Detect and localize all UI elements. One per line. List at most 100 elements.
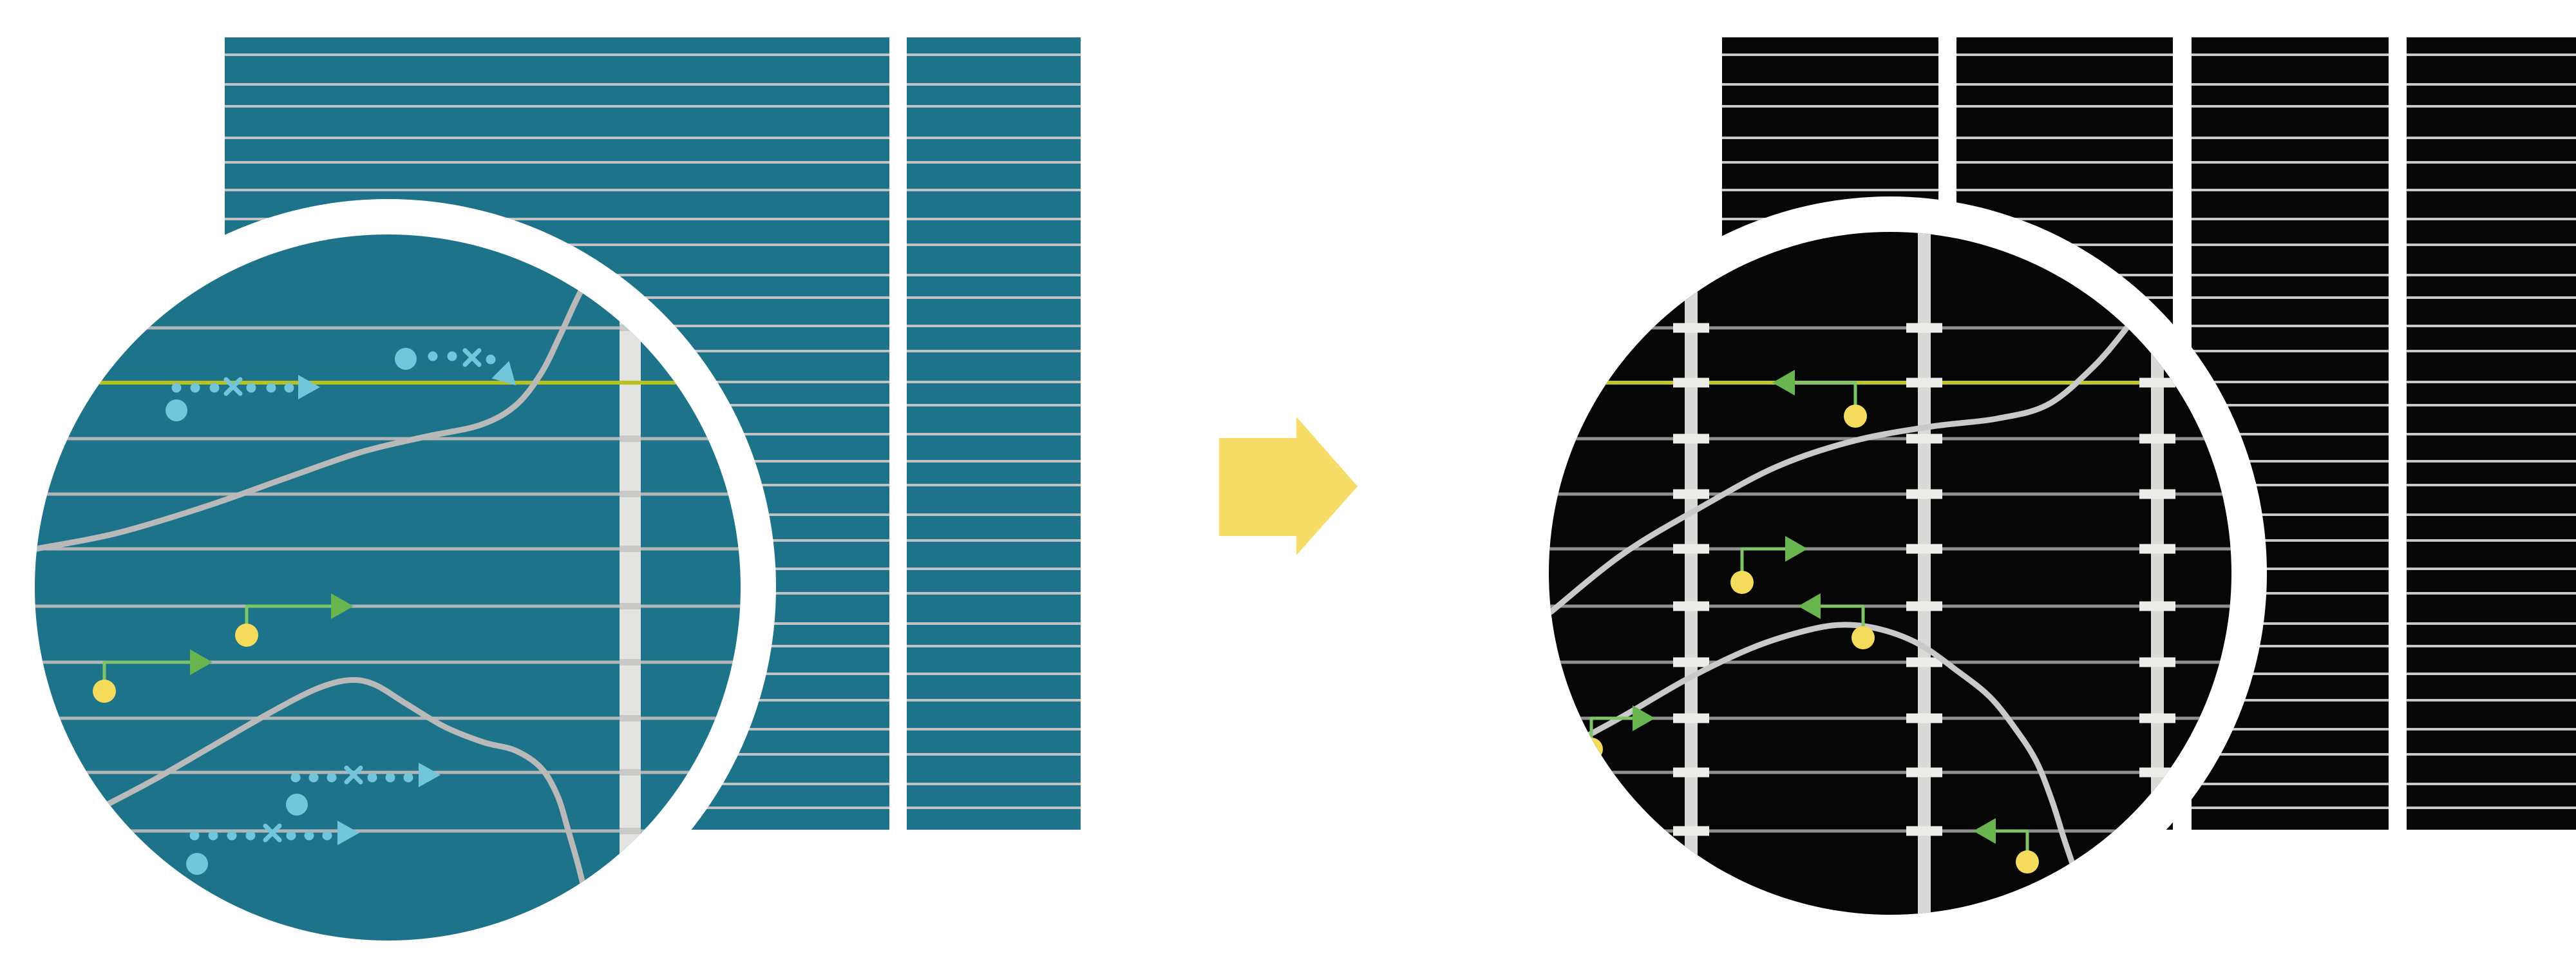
finger-line xyxy=(2407,53,2576,56)
finger-line xyxy=(2407,274,2576,276)
finger-line xyxy=(1956,137,2173,139)
magnified-finger-line xyxy=(35,604,741,608)
finger-line xyxy=(907,218,1081,220)
finger-line xyxy=(2192,350,2389,352)
path-dot xyxy=(286,830,296,841)
finger-line xyxy=(2192,539,2389,542)
lens-background xyxy=(1549,232,2231,915)
charge-carrier-dot xyxy=(2016,850,2039,874)
finger-line xyxy=(907,753,1081,756)
finger-line xyxy=(2407,244,2576,246)
finger-line xyxy=(907,568,1081,570)
charge-path-arrow xyxy=(1798,593,1875,649)
magnified-finger-line xyxy=(1549,770,2231,774)
finger-line xyxy=(225,161,889,164)
finger-line xyxy=(2192,433,2389,435)
magnified-finger-line xyxy=(1549,547,2231,551)
finger-line xyxy=(1956,218,2173,220)
arrowhead-icon xyxy=(1785,536,1808,562)
path-dot xyxy=(290,772,301,783)
right-magnifier-lens xyxy=(1549,232,2231,915)
finger-line xyxy=(2407,325,2576,327)
busbar-notch xyxy=(620,828,641,834)
wire-solder-pad xyxy=(1673,657,1709,667)
highlighted-finger-line xyxy=(35,381,741,385)
charge-carrier-dot xyxy=(1730,571,1754,594)
finger-line xyxy=(907,673,1081,675)
electron-path xyxy=(286,763,440,816)
finger-line xyxy=(2192,404,2389,406)
finger-line xyxy=(2407,105,2576,108)
path-dot xyxy=(447,351,457,361)
finger-line xyxy=(907,189,1081,191)
busbar-notch xyxy=(620,659,641,665)
finger-line xyxy=(2407,753,2576,756)
magnified-finger-line xyxy=(35,660,741,664)
path-dot xyxy=(385,772,395,783)
wire-solder-pad xyxy=(1906,323,1942,333)
wire-solder-pad xyxy=(1906,377,1942,388)
finger-line xyxy=(225,105,889,108)
finger-line xyxy=(2407,218,2576,220)
finger-line xyxy=(225,83,889,86)
arrowhead-icon xyxy=(1798,593,1821,619)
wire-solder-pad xyxy=(1673,489,1709,499)
wire-solder-pad xyxy=(1906,657,1942,667)
magnified-finger-line xyxy=(35,437,741,441)
path-dot xyxy=(209,383,220,393)
finger-line xyxy=(2407,622,2576,625)
wire-solder-pad xyxy=(1906,544,1942,554)
magnified-finger-line xyxy=(1549,604,2231,608)
grain-boundary-line xyxy=(1549,300,2148,615)
wire-solder-pad xyxy=(2139,489,2175,499)
busbar-notch xyxy=(620,546,641,552)
path-dot xyxy=(266,383,276,393)
finger-line xyxy=(2192,381,2389,383)
path-dot xyxy=(428,351,438,361)
wire-solder-pad xyxy=(1673,323,1709,333)
finger-line xyxy=(2192,753,2389,756)
finger-line xyxy=(1956,83,2173,86)
wire-solder-pad xyxy=(2139,657,2175,667)
path-dot xyxy=(367,772,377,783)
blocked-x-icon xyxy=(263,823,282,843)
blocked-x-icon xyxy=(223,377,243,396)
finger-line xyxy=(907,381,1081,383)
electron-dot xyxy=(395,348,417,370)
arrowhead-icon xyxy=(190,649,213,675)
finger-line xyxy=(2192,783,2389,785)
finger-line xyxy=(2407,592,2576,595)
magnified-finger-line xyxy=(1549,716,2231,720)
finger-line xyxy=(1722,189,1938,191)
finger-line xyxy=(907,728,1081,730)
finger-line xyxy=(907,783,1081,785)
finger-line xyxy=(2407,433,2576,435)
finger-line xyxy=(2192,189,2389,191)
finger-line xyxy=(2192,274,2389,276)
path-dot xyxy=(246,383,256,393)
magnified-finger-line xyxy=(1549,437,2231,441)
wire-solder-pad xyxy=(1673,544,1709,554)
finger-line xyxy=(907,244,1081,246)
charge-carrier-dot xyxy=(235,624,258,647)
finger-line xyxy=(907,404,1081,406)
wire-solder-pad xyxy=(1906,489,1942,499)
busbar-notch xyxy=(620,769,641,776)
wire-solder-pad xyxy=(2139,601,2175,611)
grain-boundary-line xyxy=(1560,622,2078,874)
magnified-wire-busbar xyxy=(2151,232,2164,915)
finger-line xyxy=(907,161,1081,164)
finger-line xyxy=(2192,460,2389,463)
left-solar-module-cell-2 xyxy=(907,37,1081,830)
finger-line xyxy=(2192,484,2389,486)
transition-arrow-icon xyxy=(1219,417,1358,555)
finger-line xyxy=(2407,539,2576,542)
wire-solder-pad xyxy=(1673,377,1709,388)
finger-line xyxy=(2407,404,2576,406)
path-dot xyxy=(403,772,413,783)
finger-line xyxy=(2407,783,2576,785)
finger-line xyxy=(225,218,889,220)
finger-line xyxy=(2192,325,2389,327)
blocked-x-icon xyxy=(344,765,363,785)
magnified-finger-line xyxy=(35,716,741,720)
